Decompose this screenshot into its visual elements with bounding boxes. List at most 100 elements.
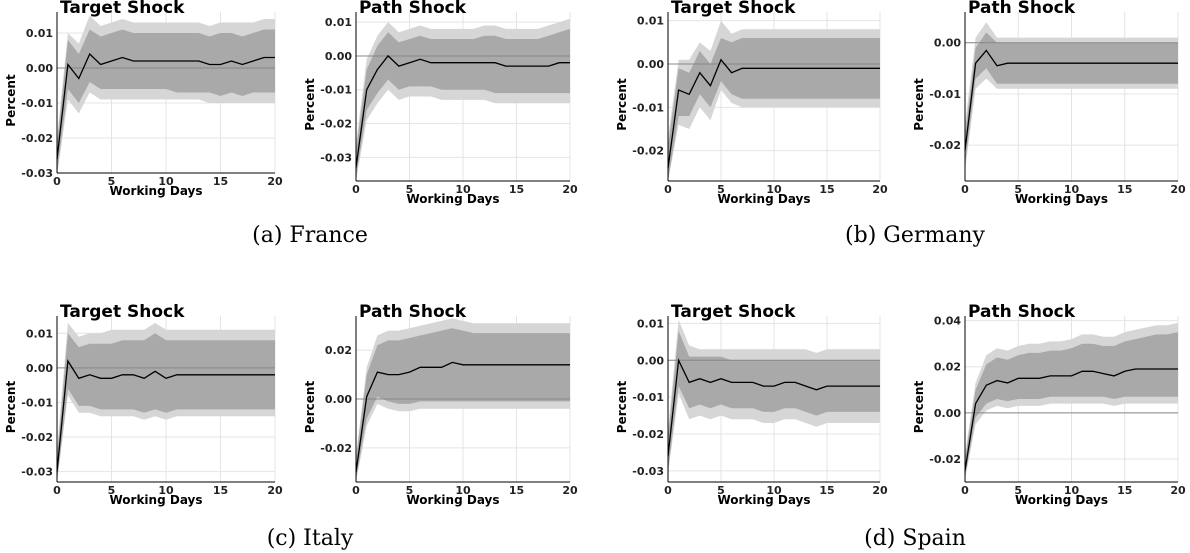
y-axis-label: Percent [912, 381, 926, 434]
y-tick-label: -0.03 [21, 167, 53, 180]
x-tick-label: 15 [509, 183, 524, 196]
y-tick-label: 0.01 [637, 317, 664, 330]
chart-panel-3: 0 5 10 15 20 -0.02 -0.01 0.00 0.01 Target Shock Wo… [615, 0, 888, 206]
y-tick-label: -0.03 [320, 151, 352, 164]
x-tick-label: 20 [1170, 484, 1186, 497]
chart-panel-7: 0 5 10 15 20 -0.03 -0.02 -0.01 0.00 0.01 Target Sh… [615, 302, 888, 507]
chart-panel-8: 0 5 10 15 20 -0.02 0.00 0.02 0.04 Path Shock Worki… [912, 302, 1186, 507]
x-tick-label: 15 [213, 484, 228, 497]
x-tick-label: 15 [1117, 183, 1132, 196]
x-tick-label: 10 [158, 484, 174, 497]
x-tick-label: 5 [1014, 183, 1022, 196]
x-tick-label: 10 [1064, 183, 1080, 196]
y-axis-label: Percent [912, 78, 926, 131]
y-tick-label: -0.02 [21, 132, 53, 145]
y-tick-label: -0.02 [929, 139, 961, 152]
y-tick-label: 0.00 [637, 58, 664, 71]
y-tick-label: 0.04 [934, 315, 961, 328]
y-tick-label: -0.01 [320, 84, 352, 97]
y-tick-label: 0.01 [26, 327, 53, 340]
inner-confidence-band [965, 332, 1178, 478]
chart-title: Target Shock [60, 0, 185, 18]
x-tick-label: 0 [53, 484, 61, 497]
chart-title: Path Shock [359, 0, 467, 18]
x-tick-label: 10 [455, 484, 471, 497]
x-tick-label: 15 [819, 484, 834, 497]
x-tick-label: 20 [1170, 183, 1186, 196]
x-tick-label: 10 [766, 484, 782, 497]
y-axis-label: Percent [303, 78, 317, 131]
y-tick-label: 0.01 [637, 15, 664, 28]
y-tick-label: -0.01 [632, 391, 664, 404]
y-tick-label: 0.00 [934, 37, 961, 50]
caption-b: (b) Germany [845, 223, 985, 248]
chart-title: Path Shock [968, 0, 1076, 18]
y-axis-label: Percent [615, 78, 629, 131]
caption-c: (c) Italy [267, 526, 354, 551]
y-axis-label: Percent [4, 381, 18, 434]
x-axis-label: Working Days [717, 493, 810, 507]
x-tick-label: 20 [562, 484, 578, 497]
x-tick-label: 0 [664, 183, 672, 196]
y-tick-label: -0.02 [632, 428, 664, 441]
x-tick-label: 10 [158, 175, 174, 188]
inner-confidence-band [57, 333, 275, 482]
y-tick-label: -0.01 [21, 396, 53, 409]
x-axis-label: Working Days [717, 192, 810, 206]
x-tick-label: 0 [352, 484, 360, 497]
chart-panel-5: 0 5 10 15 20 -0.03 -0.02 -0.01 0.00 0.01 Target Sh… [4, 302, 283, 507]
y-axis-label: Percent [615, 381, 629, 434]
x-tick-label: 10 [455, 183, 471, 196]
x-tick-label: 20 [267, 175, 283, 188]
chart-panel-6: 0 5 10 15 20 -0.02 0.00 0.02 Path Shock Working D… [303, 302, 578, 507]
inner-confidence-band [57, 29, 275, 173]
y-tick-label: 0.01 [26, 27, 53, 40]
y-tick-label: -0.02 [632, 145, 664, 158]
x-tick-label: 10 [766, 183, 782, 196]
x-axis-label: Working Days [406, 493, 499, 507]
x-tick-label: 10 [1064, 484, 1080, 497]
x-tick-label: 0 [352, 183, 360, 196]
x-axis-label: Working Days [109, 493, 202, 507]
y-tick-label: -0.01 [21, 97, 53, 110]
inner-confidence-band [965, 32, 1178, 166]
y-tick-label: -0.02 [21, 431, 53, 444]
impulse-response-line [355, 361, 570, 473]
x-tick-label: 0 [53, 175, 61, 188]
y-tick-label: -0.03 [21, 466, 53, 479]
chart-panel-2: 0 5 10 15 20 -0.03 -0.02 -0.01 0.00 0.01 Path Shoc… [303, 0, 578, 206]
x-tick-label: 20 [872, 183, 888, 196]
y-axis-label: Percent [4, 74, 18, 127]
x-tick-label: 5 [406, 183, 414, 196]
y-tick-label: -0.01 [632, 101, 664, 114]
impulse-response-line [56, 52, 275, 160]
chart-title: Target Shock [671, 0, 796, 18]
x-tick-label: 15 [1117, 484, 1132, 497]
x-tick-label: 0 [961, 183, 969, 196]
x-tick-label: 20 [562, 183, 578, 196]
chart-title: Path Shock [359, 302, 467, 322]
y-tick-label: -0.01 [929, 88, 961, 101]
x-tick-label: 5 [108, 175, 116, 188]
x-axis-label: Working Days [406, 192, 499, 206]
x-axis-label: Working Days [109, 184, 202, 198]
x-tick-label: 5 [108, 484, 116, 497]
x-axis-label: Working Days [1015, 192, 1108, 206]
x-tick-label: 5 [717, 183, 725, 196]
y-tick-label: 0.00 [637, 354, 664, 367]
x-tick-label: 5 [717, 484, 725, 497]
impulse-response-line [964, 368, 1178, 471]
x-tick-label: 0 [664, 484, 672, 497]
y-tick-label: 0.00 [325, 393, 352, 406]
x-tick-label: 5 [406, 484, 414, 497]
y-tick-label: 0.00 [934, 407, 961, 420]
y-tick-label: -0.02 [320, 118, 352, 131]
x-axis-label: Working Days [1015, 493, 1108, 507]
y-tick-label: 0.00 [26, 362, 53, 375]
x-tick-label: 20 [267, 484, 283, 497]
caption-a: (a) France [252, 223, 368, 248]
y-tick-label: 0.00 [325, 50, 352, 63]
y-tick-label: 0.01 [325, 16, 352, 29]
inner-confidence-band [668, 38, 880, 181]
chart-title: Target Shock [671, 302, 796, 322]
